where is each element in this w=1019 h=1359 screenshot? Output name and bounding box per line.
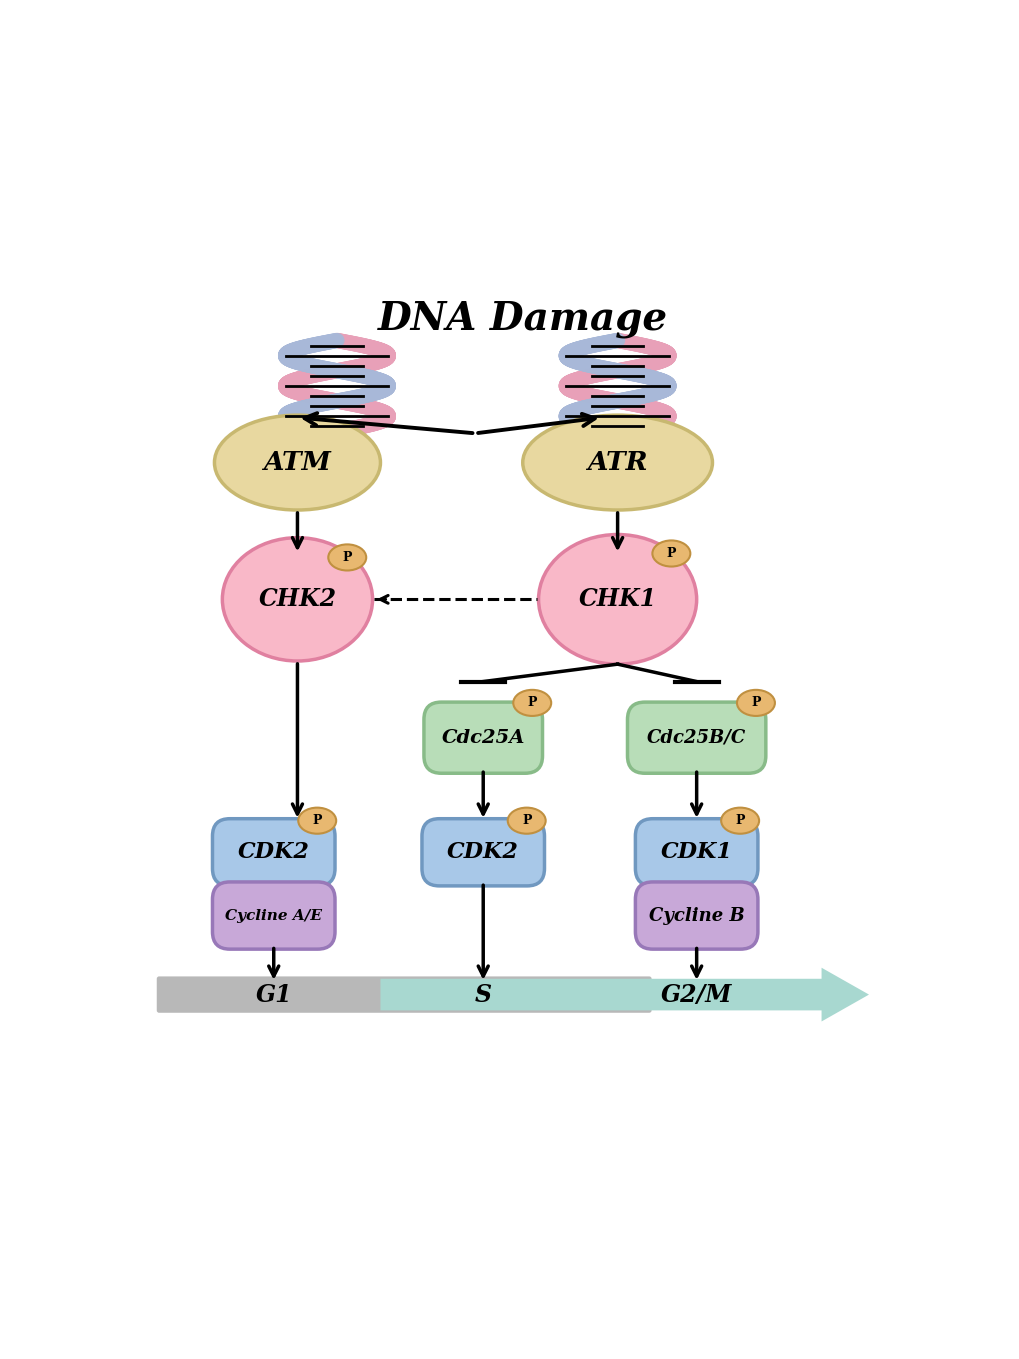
- Ellipse shape: [214, 414, 380, 510]
- Text: P: P: [342, 550, 352, 564]
- Ellipse shape: [720, 807, 758, 833]
- Text: ATR: ATR: [587, 450, 647, 476]
- Text: P: P: [522, 814, 531, 828]
- Ellipse shape: [737, 690, 774, 716]
- Ellipse shape: [522, 414, 711, 510]
- Text: P: P: [735, 814, 744, 828]
- FancyBboxPatch shape: [627, 703, 765, 773]
- FancyBboxPatch shape: [635, 818, 757, 886]
- Text: G2/M: G2/M: [660, 983, 732, 1007]
- Ellipse shape: [513, 690, 550, 716]
- Text: CDK2: CDK2: [447, 841, 519, 863]
- Text: P: P: [527, 696, 536, 709]
- Text: CDK2: CDK2: [237, 841, 310, 863]
- Text: P: P: [666, 546, 676, 560]
- FancyBboxPatch shape: [212, 818, 334, 886]
- FancyArrow shape: [380, 968, 868, 1022]
- Ellipse shape: [507, 807, 545, 833]
- FancyBboxPatch shape: [635, 882, 757, 949]
- Text: DNA Damage: DNA Damage: [377, 300, 667, 338]
- Text: P: P: [312, 814, 322, 828]
- FancyBboxPatch shape: [212, 882, 334, 949]
- Ellipse shape: [538, 534, 696, 665]
- Ellipse shape: [328, 545, 366, 571]
- Text: P: P: [750, 696, 760, 709]
- Text: S: S: [474, 983, 491, 1007]
- FancyBboxPatch shape: [157, 976, 651, 1012]
- Text: Cycline B: Cycline B: [648, 906, 744, 924]
- Text: CHK1: CHK1: [578, 587, 656, 612]
- Text: Cycline A/E: Cycline A/E: [225, 909, 322, 923]
- Text: CHK2: CHK2: [258, 587, 336, 612]
- FancyBboxPatch shape: [424, 703, 542, 773]
- Ellipse shape: [222, 538, 372, 660]
- Text: G1: G1: [255, 983, 291, 1007]
- Ellipse shape: [652, 541, 690, 567]
- Ellipse shape: [298, 807, 336, 833]
- Text: Cdc25B/C: Cdc25B/C: [646, 728, 746, 746]
- Text: ATM: ATM: [263, 450, 331, 476]
- Text: CDK1: CDK1: [660, 841, 732, 863]
- Text: Cdc25A: Cdc25A: [441, 728, 525, 746]
- FancyBboxPatch shape: [422, 818, 544, 886]
